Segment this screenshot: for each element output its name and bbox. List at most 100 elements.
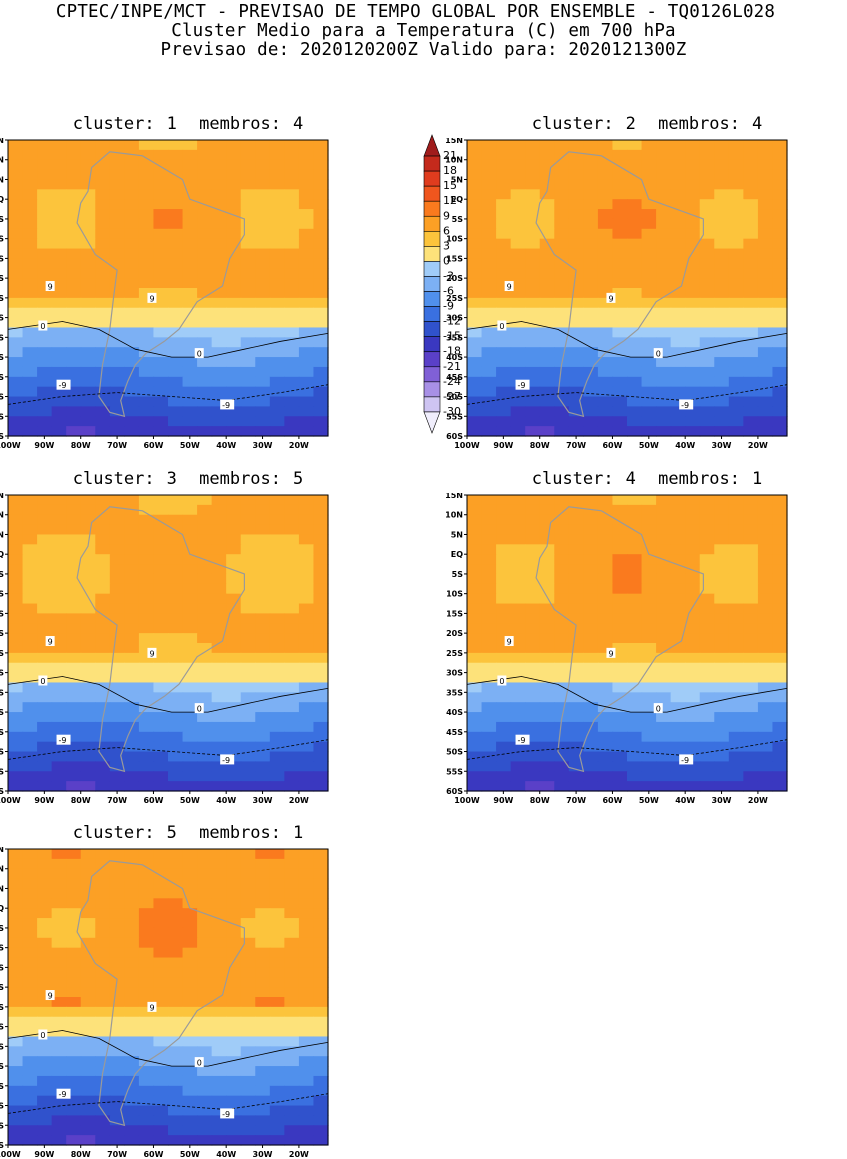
field-cell xyxy=(481,238,497,250)
field-cell xyxy=(554,199,570,210)
field-cell xyxy=(138,977,155,988)
field-cell xyxy=(51,692,67,703)
field-cell xyxy=(153,1046,169,1057)
field-cell xyxy=(124,662,140,674)
field-cell xyxy=(168,692,184,703)
field-cell xyxy=(728,751,744,762)
field-cell xyxy=(269,997,285,1008)
field-cell xyxy=(481,603,497,614)
field-cell xyxy=(211,554,227,565)
lon-label: 90W xyxy=(34,441,54,450)
field-cell xyxy=(255,288,271,299)
field-cell xyxy=(95,1016,111,1028)
field-cell xyxy=(211,1026,227,1038)
field-cell xyxy=(22,317,38,329)
lon-label: 40W xyxy=(216,796,236,805)
colorbar-swatch xyxy=(423,306,441,322)
field-cell xyxy=(298,199,315,210)
field-cell xyxy=(66,878,82,890)
field-cell xyxy=(699,278,715,289)
field-cell xyxy=(138,307,155,319)
field-cell xyxy=(481,593,497,605)
field-cell xyxy=(95,327,111,338)
colorbar-swatch xyxy=(423,246,441,262)
field-cell xyxy=(313,544,329,555)
field-cell xyxy=(211,937,227,949)
field-cell xyxy=(211,179,227,190)
contour-label-0-box xyxy=(497,320,507,331)
field-cell xyxy=(670,761,686,772)
field-cell xyxy=(656,268,672,279)
field-cell xyxy=(153,987,169,998)
field-cell xyxy=(226,169,242,181)
colorbar-label: 21 xyxy=(443,149,457,162)
field-cell xyxy=(313,268,329,279)
field-cell xyxy=(80,169,96,181)
field-cell xyxy=(298,741,315,753)
field-cell xyxy=(554,307,570,319)
field-cell xyxy=(80,623,96,634)
field-cell xyxy=(66,524,82,536)
field-cell xyxy=(269,396,285,407)
field-cell xyxy=(37,1066,53,1077)
field-cell xyxy=(612,623,628,634)
field-cell xyxy=(525,297,541,309)
field-cell xyxy=(255,908,271,919)
field-cell xyxy=(510,662,526,674)
field-cell xyxy=(211,603,227,614)
field-cell xyxy=(8,662,24,674)
field-cell xyxy=(269,878,285,890)
lat-label: 5S xyxy=(452,215,464,224)
lon-label: 60W xyxy=(143,796,163,805)
field-cell xyxy=(714,337,730,348)
field-cell xyxy=(80,927,96,939)
temperature-map-5: 9900-9-915N10N5NEQ5S10S15S20S25S30S35S40… xyxy=(0,847,329,1159)
contour-label-minus-9: -9 xyxy=(681,401,689,410)
field-cell xyxy=(168,357,184,368)
field-cell xyxy=(95,583,111,595)
field-cell xyxy=(714,514,730,526)
field-cell xyxy=(656,633,672,644)
field-cell xyxy=(510,258,526,269)
field-cell xyxy=(240,347,256,358)
field-cell xyxy=(641,159,657,171)
field-cell xyxy=(467,288,483,299)
field-cell xyxy=(568,593,584,605)
field-cell xyxy=(714,643,730,654)
field-cell xyxy=(124,731,140,743)
field-cell xyxy=(182,1095,198,1107)
field-cell xyxy=(124,927,140,939)
field-cell xyxy=(182,297,198,309)
field-cell xyxy=(627,781,643,792)
field-cell xyxy=(627,761,643,772)
field-cell xyxy=(197,189,213,200)
field-cell xyxy=(109,564,125,575)
field-cell xyxy=(197,987,213,998)
field-cell xyxy=(211,878,227,890)
field-cell xyxy=(269,337,285,348)
field-cell xyxy=(211,366,227,378)
field-cell xyxy=(467,544,483,555)
field-cell xyxy=(728,544,744,555)
field-cell xyxy=(670,524,686,536)
field-cell xyxy=(240,218,256,230)
field-cell xyxy=(583,209,599,220)
field-cell xyxy=(37,583,53,595)
field-cell xyxy=(240,593,256,605)
field-cell xyxy=(685,554,701,565)
field-cell xyxy=(313,652,329,664)
field-cell xyxy=(583,357,599,368)
field-cell xyxy=(298,623,315,634)
field-cell xyxy=(168,652,184,664)
field-cell xyxy=(37,1016,53,1028)
field-cell xyxy=(656,347,672,358)
field-cell xyxy=(284,248,300,259)
lat-label: 30S xyxy=(0,1023,4,1032)
field-cell xyxy=(226,692,242,703)
field-cell xyxy=(510,248,526,259)
field-cell xyxy=(197,218,213,230)
field-cell xyxy=(80,199,96,210)
field-cell xyxy=(37,209,53,220)
field-cell xyxy=(109,1046,125,1057)
cluster-number: 1 xyxy=(166,114,177,134)
